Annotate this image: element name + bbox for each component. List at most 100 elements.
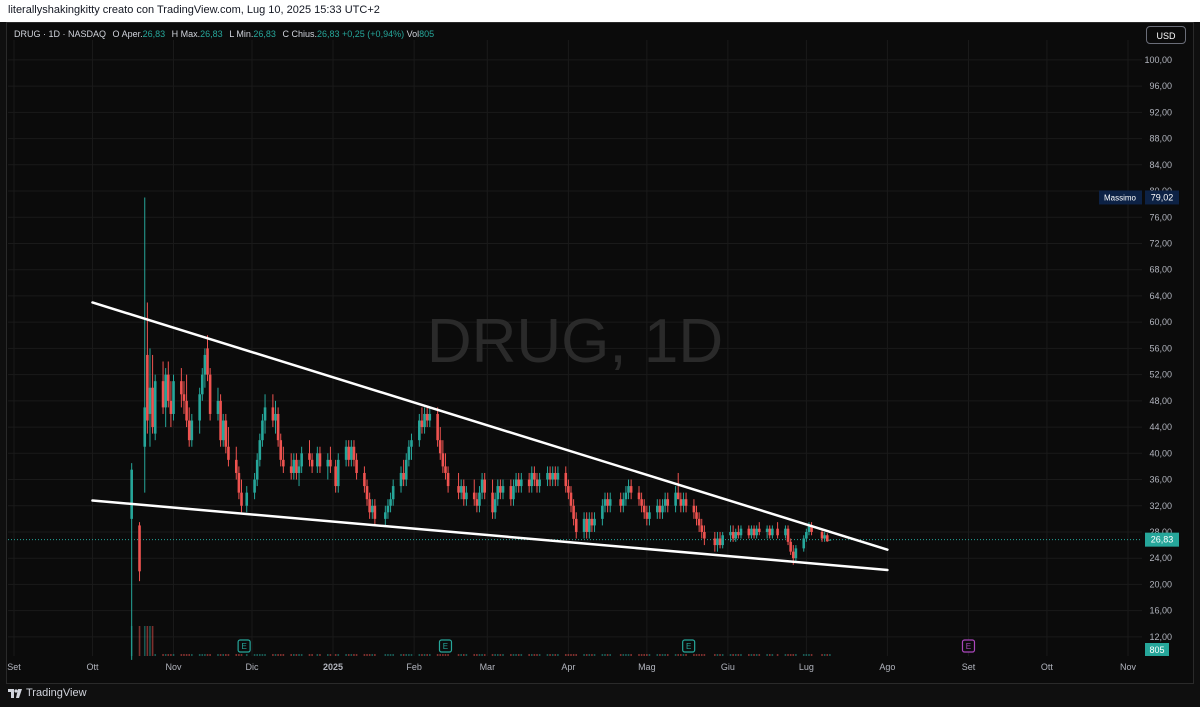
candle-body: [548, 472, 552, 480]
volume-bar: [366, 654, 368, 656]
volume-bar: [656, 654, 659, 656]
candle-body: [491, 492, 494, 513]
y-tick-label: 88,00: [1149, 134, 1172, 144]
tradingview-brand: TradingView: [26, 687, 87, 699]
volume-bar: [695, 654, 698, 656]
legend-open-label: O: [112, 29, 120, 39]
candle-body: [674, 492, 677, 506]
legend-close-value: 26,83: [316, 29, 340, 39]
candle-body: [825, 535, 829, 542]
volume-bar: [638, 654, 640, 656]
candle-body: [300, 453, 303, 467]
candle-body: [499, 486, 502, 493]
volume-bar: [473, 654, 476, 656]
ohlc-legend: DRUG · 1D · NASDAQ O Aper.26,83 H Max.26…: [14, 29, 434, 39]
candle-body: [344, 446, 348, 460]
tradingview-logo[interactable]: TradingView: [8, 687, 87, 699]
candle-body: [747, 528, 751, 536]
volume-bar: [222, 654, 225, 656]
x-tick-label: Feb: [406, 662, 422, 672]
candle-body: [292, 459, 296, 473]
volume-bar: [298, 654, 300, 656]
legend-high-text: Max.: [180, 29, 201, 39]
volume-bar: [164, 654, 167, 656]
candle-body: [148, 387, 152, 414]
candle-body: [384, 512, 387, 519]
volume-bar: [146, 626, 149, 656]
volume-bar: [405, 654, 408, 656]
volume-bar: [802, 654, 805, 656]
candle-body: [198, 394, 201, 421]
volume-bar: [601, 654, 604, 656]
legend-symbol[interactable]: DRUG · 1D · NASDAQ: [14, 29, 107, 39]
volume-bar: [808, 654, 810, 656]
chart-frame[interactable]: [6, 22, 1194, 684]
candle-body: [185, 400, 188, 421]
footer-bar: [0, 684, 1200, 707]
candle-body: [138, 525, 141, 572]
volume-badge: 805: [1149, 645, 1164, 655]
candle-body: [789, 541, 792, 552]
candle-body: [350, 446, 353, 460]
candle-body: [695, 512, 698, 519]
legend-close-text: Chius.: [291, 29, 317, 39]
volume-bar: [180, 654, 183, 656]
candle-body: [169, 400, 173, 414]
volume-bar: [282, 654, 285, 656]
volume-bar: [308, 654, 311, 656]
earnings-marker: [438, 639, 453, 653]
volume-bar: [536, 654, 538, 656]
volume-bar: [515, 654, 517, 656]
y-tick-label: 68,00: [1149, 265, 1172, 275]
x-tick-label: Apr: [561, 662, 575, 672]
volume-bar: [659, 654, 661, 656]
x-tick-label: Set: [962, 662, 976, 672]
volume-bar: [428, 654, 431, 656]
volume-bar: [374, 654, 376, 656]
candle-body: [718, 538, 722, 546]
volume-bar: [789, 654, 792, 656]
candle-body: [271, 407, 275, 421]
legend-low-value: 26,83: [253, 29, 276, 39]
volume-bar: [512, 654, 515, 656]
candle-body: [703, 531, 706, 539]
legend-close-label: C: [282, 29, 289, 39]
volume-bar: [347, 654, 350, 656]
volume-bar: [329, 654, 332, 656]
candle-body: [161, 381, 165, 408]
candle-body: [457, 486, 460, 493]
volume-bar: [295, 654, 298, 656]
candle-body: [520, 479, 523, 487]
volume-bar: [630, 654, 632, 656]
volume-bar: [753, 654, 755, 656]
candle-body: [370, 505, 374, 513]
volume-bar: [274, 654, 277, 656]
candle-body: [404, 459, 408, 480]
candle-body: [588, 518, 591, 532]
candle-body: [237, 472, 241, 493]
legend-vol-value: 805: [419, 29, 435, 39]
candle-body: [700, 525, 704, 532]
candle-body: [355, 459, 358, 473]
y-tick-label: 44,00: [1149, 422, 1172, 432]
candle-body: [601, 505, 604, 519]
volume-bar: [162, 654, 164, 656]
candle-body: [436, 413, 439, 441]
candle-body: [768, 528, 772, 536]
volume-bar: [465, 654, 468, 656]
candle-body: [716, 538, 719, 546]
volume-bar: [204, 654, 206, 656]
volume-bar: [225, 654, 227, 656]
candle-body: [130, 469, 133, 519]
candle-body: [658, 505, 662, 513]
candle-body: [535, 479, 539, 487]
volume-bar: [219, 654, 222, 656]
candle-body: [794, 548, 798, 559]
volume-bar: [235, 654, 238, 656]
currency-button[interactable]: USD: [1146, 26, 1186, 44]
candle-body: [402, 472, 405, 480]
candle-body: [554, 472, 557, 480]
volume-bar: [729, 654, 732, 656]
x-tick-label: Lug: [799, 662, 814, 672]
